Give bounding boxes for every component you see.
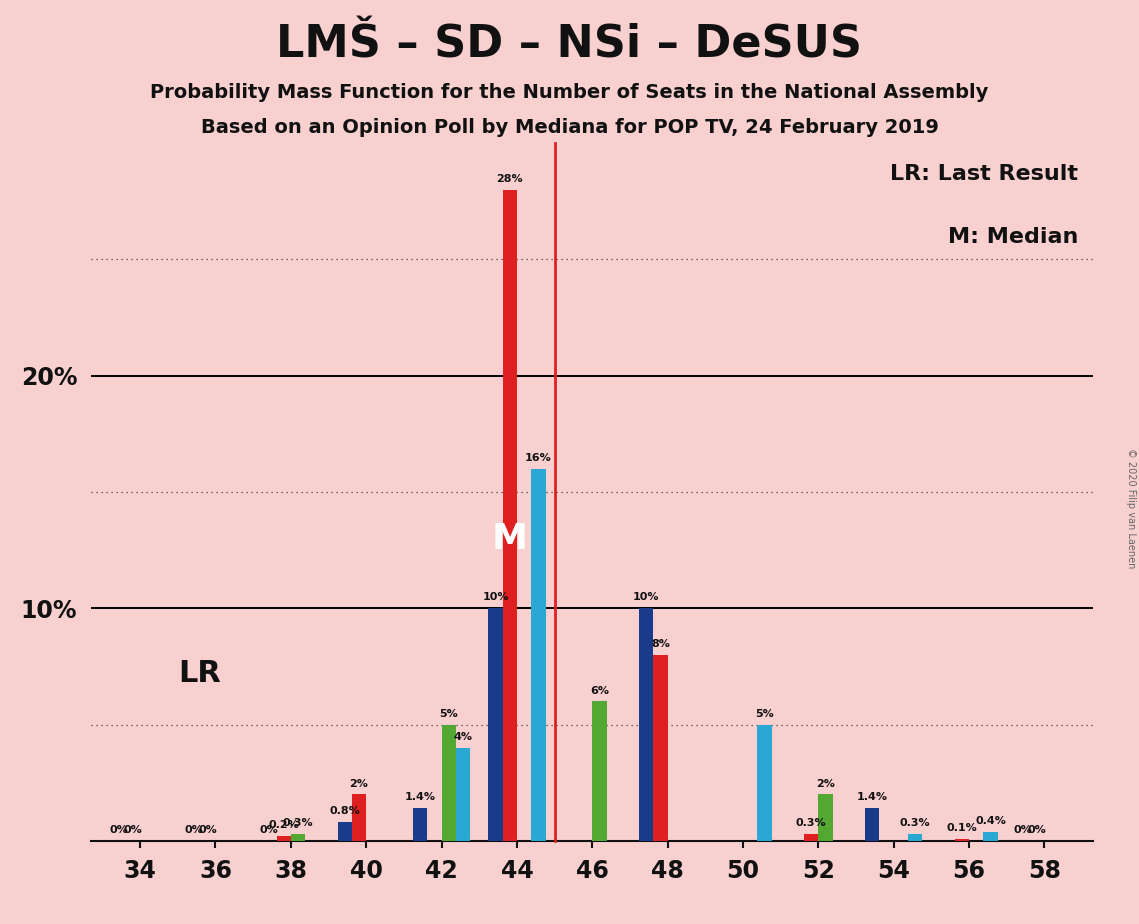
Bar [804, 833, 818, 841]
Text: 1.4%: 1.4% [857, 793, 887, 802]
Bar [502, 189, 517, 841]
Text: 0%: 0% [185, 825, 204, 835]
Text: 16%: 16% [525, 453, 551, 463]
Text: 0%: 0% [260, 825, 279, 835]
Text: 0%: 0% [123, 825, 142, 835]
Text: 0.3%: 0.3% [900, 818, 931, 828]
Bar [954, 838, 969, 841]
Bar [337, 822, 352, 841]
Text: LR: Last Result: LR: Last Result [891, 164, 1079, 184]
Text: 6%: 6% [590, 686, 609, 696]
Bar [866, 808, 879, 841]
Text: 0%: 0% [109, 825, 128, 835]
Text: 0.3%: 0.3% [796, 818, 827, 828]
Bar [757, 724, 771, 841]
Text: Probability Mass Function for the Number of Seats in the National Assembly: Probability Mass Function for the Number… [150, 83, 989, 103]
Text: 10%: 10% [482, 592, 509, 602]
Text: 2%: 2% [816, 779, 835, 788]
Text: 5%: 5% [440, 709, 458, 719]
Bar [290, 833, 305, 841]
Bar [413, 808, 427, 841]
Bar [639, 608, 654, 841]
Text: M: Median: M: Median [948, 227, 1079, 247]
Text: 0%: 0% [1014, 825, 1032, 835]
Bar [489, 608, 502, 841]
Text: 2%: 2% [350, 779, 369, 788]
Text: LR: LR [178, 659, 221, 687]
Text: 0%: 0% [1027, 825, 1047, 835]
Text: 4%: 4% [453, 732, 473, 742]
Text: LMŠ – SD – NSi – DeSUS: LMŠ – SD – NSi – DeSUS [277, 23, 862, 67]
Text: 0.1%: 0.1% [947, 822, 977, 833]
Text: 0.2%: 0.2% [269, 821, 300, 831]
Text: 28%: 28% [497, 174, 523, 184]
Text: Based on an Opinion Poll by Mediana for POP TV, 24 February 2019: Based on an Opinion Poll by Mediana for … [200, 118, 939, 138]
Text: M: M [492, 521, 527, 555]
Bar [352, 795, 367, 841]
Bar [277, 836, 290, 841]
Text: 8%: 8% [652, 639, 670, 649]
Bar [818, 795, 833, 841]
Text: 1.4%: 1.4% [404, 793, 435, 802]
Bar [654, 655, 667, 841]
Text: 5%: 5% [755, 709, 773, 719]
Text: 0.4%: 0.4% [975, 816, 1006, 826]
Text: 0.8%: 0.8% [329, 807, 360, 817]
Bar [908, 833, 923, 841]
Text: 0.3%: 0.3% [282, 818, 313, 828]
Text: © 2020 Filip van Laenen: © 2020 Filip van Laenen [1125, 448, 1136, 568]
Bar [531, 468, 546, 841]
Text: 0%: 0% [199, 825, 218, 835]
Bar [442, 724, 456, 841]
Bar [983, 832, 998, 841]
Bar [456, 748, 470, 841]
Bar [592, 701, 607, 841]
Text: 10%: 10% [633, 592, 659, 602]
